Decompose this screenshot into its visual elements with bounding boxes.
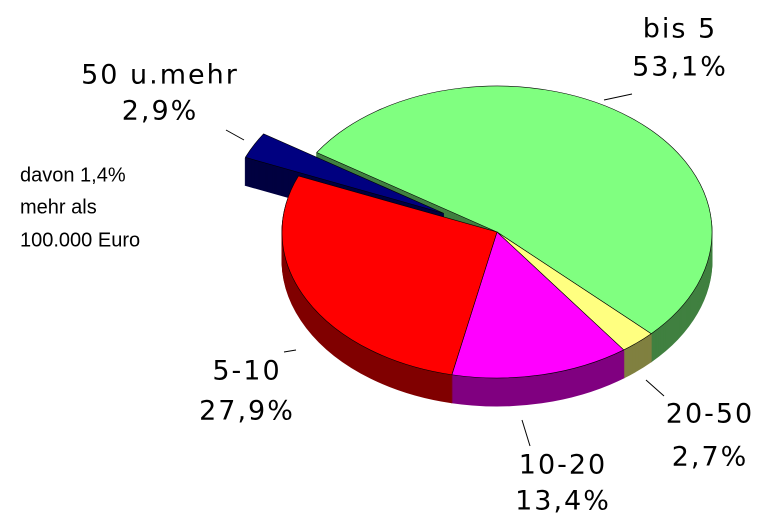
leader-line: [225, 129, 245, 141]
leader-line: [603, 93, 633, 101]
value-label: 13,4%: [515, 486, 611, 517]
value-label: 2,7%: [672, 442, 749, 473]
annotation: davon 1,4%: [20, 164, 126, 186]
slice: [244, 133, 445, 214]
value-label: 2,9%: [122, 96, 199, 127]
slice: [281, 175, 498, 376]
value-label: 53,1%: [632, 52, 728, 83]
leader-line: [645, 379, 665, 397]
slice-label: bis 5: [643, 14, 717, 45]
value-label: 27,9%: [199, 396, 295, 427]
slice: [316, 85, 713, 335]
slice-label: 10-20: [519, 450, 607, 481]
slice-label: 20-50: [666, 399, 754, 430]
slice: [451, 231, 625, 379]
slice-label: 5-10: [212, 356, 281, 387]
leader-line: [521, 419, 531, 447]
leader-line: [283, 349, 297, 353]
annotation: mehr als: [20, 196, 97, 218]
annotation: 100.000 Euro: [20, 229, 140, 251]
slice-label: 50 u.mehr: [81, 60, 239, 91]
